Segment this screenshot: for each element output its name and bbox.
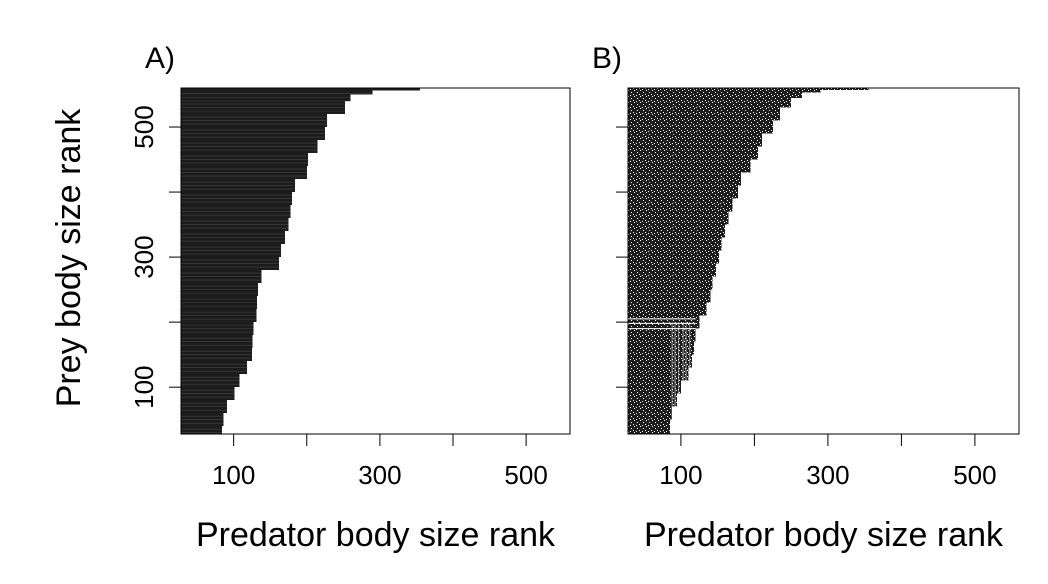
feeding-range-band	[181, 88, 421, 91]
feeding-range-band	[628, 88, 869, 90]
feeding-range-band	[628, 159, 751, 173]
feeding-range-band	[628, 289, 711, 303]
feeding-range-band	[628, 419, 670, 434]
x-tick-label: 500	[504, 460, 547, 490]
feeding-range-band	[628, 315, 700, 329]
feeding-range-band	[628, 89, 821, 93]
feeding-range-band	[628, 341, 695, 355]
feeding-range-band	[628, 302, 707, 316]
feeding-range-band	[628, 328, 696, 342]
x-tick-label: 300	[806, 460, 849, 490]
feeding-range-band	[628, 250, 720, 264]
y-axis-title: Prey body size rank	[50, 108, 88, 408]
feeding-range-band	[628, 211, 729, 225]
plot-frame	[180, 87, 571, 435]
feeding-range-band	[628, 406, 673, 420]
panel-a: 100 300 500 100 300 500 A) Predator body size r…	[129, 42, 571, 554]
feeding-range-band	[181, 90, 373, 95]
feeding-range-band	[181, 426, 222, 434]
x-axis-title: Predator body size rank	[644, 516, 1004, 554]
feeding-range-band	[628, 185, 739, 199]
feeding-range-band	[628, 107, 781, 121]
feeding-range-band	[628, 224, 726, 238]
feeding-range-band	[628, 120, 773, 134]
feeding-range-band	[628, 172, 742, 186]
x-tick-label: 100	[659, 460, 702, 490]
x-axis-title: Predator body size rank	[196, 516, 556, 554]
feeding-range-band	[628, 367, 689, 381]
plot-frame	[627, 87, 1020, 435]
feeding-range-band	[628, 146, 759, 160]
panel-label: A)	[145, 42, 175, 75]
feeding-range-band	[628, 92, 803, 98]
x-tick-label: 100	[212, 460, 255, 490]
feeding-range-band	[628, 354, 692, 368]
feeding-range-band	[628, 237, 722, 251]
feeding-range-band	[628, 393, 678, 407]
x-tick-label: 500	[953, 460, 996, 490]
feeding-range-band	[628, 380, 681, 394]
feeding-range-band	[628, 198, 733, 212]
y-tick-label: 300	[129, 235, 159, 278]
panel-b: 100 300 500 B) Predator body size rank	[592, 42, 1020, 554]
y-tick-label: 500	[129, 105, 159, 148]
feeding-range-band	[628, 276, 713, 290]
y-tick-label: 100	[129, 365, 159, 408]
x-tick-label: 300	[358, 460, 401, 490]
feeding-range-band	[628, 97, 792, 108]
panel-label: B)	[592, 42, 622, 75]
feeding-range-band	[628, 263, 717, 277]
feeding-range-band	[628, 133, 762, 147]
